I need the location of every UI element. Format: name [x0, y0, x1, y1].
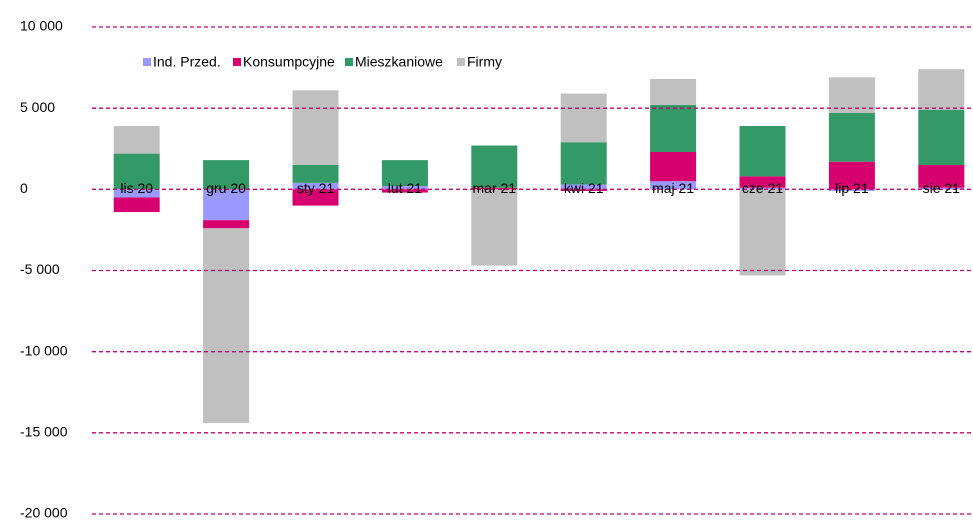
- bar-segment: [828, 161, 875, 190]
- bar-segment: [203, 220, 250, 229]
- bar-segment: [292, 90, 339, 165]
- bar-segment: [203, 160, 250, 190]
- bar-segment: [560, 93, 607, 143]
- bar-segment: [828, 189, 875, 191]
- bar-segment: [828, 77, 875, 114]
- legend-label: Firmy: [467, 54, 502, 70]
- bar-segment: [113, 126, 160, 154]
- bar-segment: [471, 187, 518, 190]
- bar-segment: [650, 104, 697, 152]
- bar-segment: [739, 189, 786, 276]
- y-tick-label: -10 000: [20, 342, 68, 358]
- y-tick-label: 0: [20, 180, 28, 196]
- bar-segment: [381, 160, 428, 187]
- bar-segment: [203, 228, 250, 424]
- bar-segment: [918, 187, 965, 190]
- x-tick-label: lip 21: [835, 180, 869, 196]
- bar-segment: [828, 113, 875, 162]
- bar-segment: [650, 181, 697, 190]
- y-tick-label: -15 000: [20, 424, 68, 440]
- bar-segment: [560, 184, 607, 190]
- bar-segment: [739, 176, 786, 188]
- legend-swatch: [143, 58, 151, 66]
- y-tick-label: 10 000: [20, 18, 63, 34]
- x-tick-label: lis 20: [120, 180, 153, 196]
- x-tick-label: gru 20: [206, 180, 246, 196]
- bar-segment: [113, 197, 160, 213]
- x-tick-label: sty 21: [297, 180, 335, 196]
- legend-swatch: [345, 58, 353, 66]
- x-tick-label: lut 21: [388, 180, 422, 196]
- legend-label: Ind. Przed.: [153, 54, 221, 70]
- bar-segment: [918, 69, 965, 110]
- bar-segment: [560, 142, 607, 185]
- x-tick-label: kwi 21: [564, 180, 604, 196]
- bar-segment: [560, 189, 607, 191]
- bar-segment: [292, 182, 339, 190]
- bar-segment: [113, 153, 160, 190]
- x-tick-label: mar 21: [473, 180, 517, 196]
- bar-segment: [471, 145, 518, 188]
- legend-label: Mieszkaniowe: [355, 54, 443, 70]
- bar-segment: [650, 78, 697, 105]
- bar-segment: [739, 187, 786, 190]
- legend-swatch: [457, 58, 465, 66]
- bar-segment: [739, 126, 786, 177]
- x-tick-label: cze 21: [742, 180, 783, 196]
- bar-segment: [292, 164, 339, 183]
- bar-segment: [381, 189, 428, 193]
- y-tick-label: 5 000: [20, 99, 55, 115]
- bar-segment: [918, 164, 965, 188]
- y-tick-label: -5 000: [20, 261, 60, 277]
- y-tick-label: -20 000: [20, 505, 68, 521]
- bar-segment: [918, 109, 965, 165]
- legend-swatch: [233, 58, 241, 66]
- x-tick-label: sie 21: [923, 180, 961, 196]
- bar-segment: [292, 189, 339, 206]
- bar-segment: [113, 189, 160, 198]
- bar-segment: [203, 189, 250, 221]
- bar-segment: [381, 186, 428, 190]
- bar-segment: [471, 189, 518, 266]
- x-tick-label: maj 21: [652, 180, 694, 196]
- bar-segment: [650, 151, 697, 182]
- legend-label: Konsumpcyjne: [243, 54, 335, 70]
